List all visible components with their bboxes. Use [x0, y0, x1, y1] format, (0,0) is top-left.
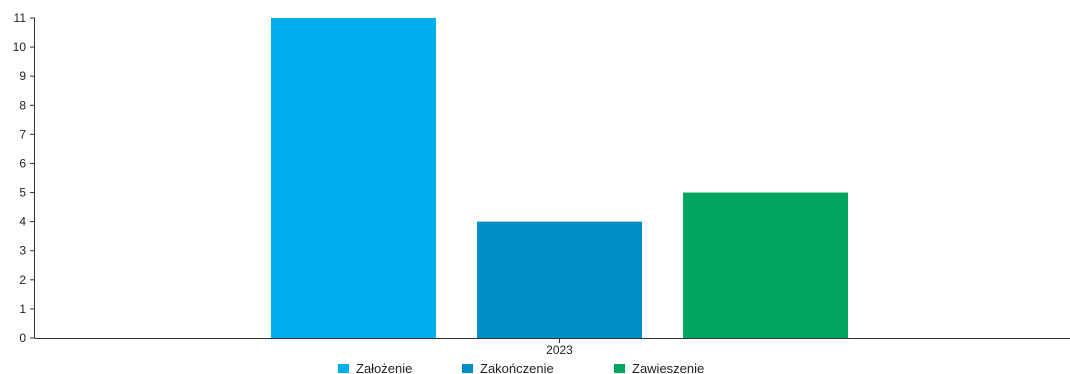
legend-item[interactable]: Zakończenie	[462, 361, 554, 374]
legend-swatch	[338, 364, 349, 373]
legend-swatch	[614, 364, 625, 373]
legend-label: Założenie	[356, 361, 412, 374]
x-tick-label: 2023	[546, 343, 573, 357]
bar-zakończenie	[477, 221, 642, 338]
legend-swatch	[462, 364, 473, 373]
y-tick-label: 6	[19, 156, 26, 170]
y-tick-label: 5	[19, 186, 26, 200]
legend-item[interactable]: Zawieszenie	[614, 361, 704, 374]
x-axis-ticks: 2023	[546, 338, 573, 357]
y-tick-label: 0	[19, 331, 26, 345]
legend-label: Zakończenie	[480, 361, 554, 374]
legend-item[interactable]: Założenie	[338, 361, 412, 374]
bar-zawieszenie	[683, 192, 848, 338]
y-tick-label: 10	[13, 40, 27, 54]
y-tick-label: 4	[19, 215, 26, 229]
y-tick-label: 9	[19, 69, 26, 83]
y-tick-label: 3	[19, 244, 26, 258]
legend-label: Zawieszenie	[632, 361, 704, 374]
legend: Założenie Zakończenie Zawieszenie	[338, 361, 704, 374]
y-axis-ticks: 0 1 2 3 4 5 6 7 8 9 10 11	[13, 11, 35, 345]
y-tick-label: 2	[19, 273, 26, 287]
y-tick-label: 11	[14, 11, 27, 25]
y-tick-label: 1	[19, 302, 26, 316]
y-tick-label: 7	[19, 127, 26, 141]
bars-group	[271, 18, 848, 338]
y-tick-label: 8	[19, 98, 26, 112]
bar-założenie	[271, 18, 436, 338]
